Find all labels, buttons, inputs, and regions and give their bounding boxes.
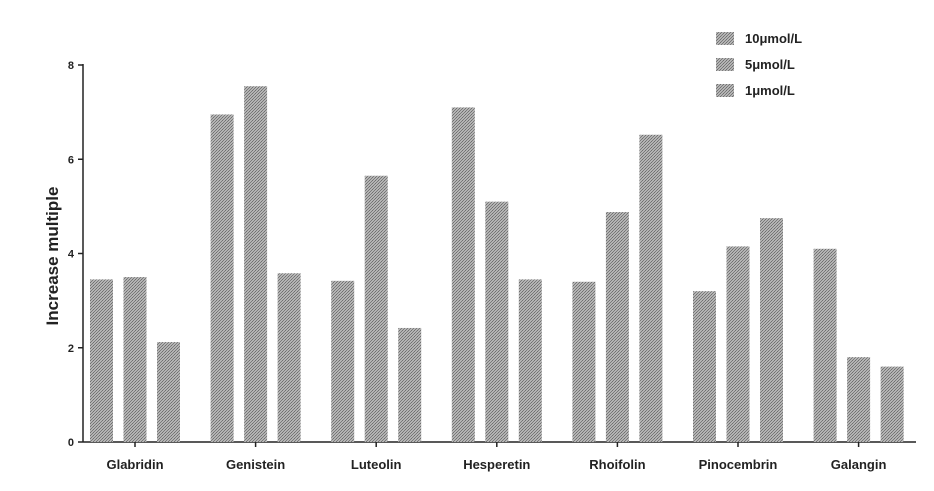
bar-genistein-series-2 [244, 86, 268, 443]
legend: 10μmol/L 5μmol/L 1μmol/L [716, 31, 802, 98]
bar-genistein-series-1 [210, 114, 234, 442]
y-tick-label: 8 [68, 60, 74, 72]
bar-luteolin-series-2 [364, 175, 388, 442]
y-tick-label: 4 [68, 249, 75, 261]
x-tick-label: Hesperetin [463, 457, 530, 472]
bar-glabridin-series-1 [90, 279, 113, 442]
bar-galangin-series-1 [813, 248, 837, 442]
bar-pinocembrin-series-3 [760, 218, 783, 442]
y-tick-label: 6 [68, 154, 74, 166]
bar-galangin-series-3 [880, 366, 904, 442]
x-tick-label: Rhoifolin [589, 457, 645, 472]
y-axis: 0 2 4 6 8 [68, 60, 84, 449]
bar-pinocembrin-series-1 [693, 291, 716, 442]
x-tick-label: Genistein [226, 457, 285, 472]
bar-genistein-series-3 [277, 273, 301, 442]
bar-hesperetin-series-2 [485, 201, 509, 442]
bar-galangin-series-2 [847, 357, 871, 442]
legend-swatch [716, 58, 734, 71]
legend-swatch [716, 84, 734, 97]
bar-luteolin-series-1 [331, 280, 355, 442]
x-axis: Glabridin Genistein Luteolin Hesperetin Rhoi… [83, 441, 916, 472]
bar-hesperetin-series-1 [451, 107, 475, 442]
bar-glabridin-series-2 [123, 277, 147, 442]
legend-swatch [716, 32, 734, 45]
bar-pinocembrin-series-2 [726, 246, 750, 442]
legend-label: 5μmol/L [745, 57, 795, 72]
y-tick-label: 2 [68, 343, 74, 355]
bar-rhoifolin-series-2 [605, 212, 629, 442]
bar-rhoifolin-series-3 [639, 134, 663, 442]
bar-luteolin-series-3 [398, 327, 422, 442]
x-tick-label: Pinocembrin [699, 457, 778, 472]
y-tick-label: 0 [68, 437, 74, 449]
y-axis-title: Increase multiple [43, 187, 62, 326]
x-tick-label: Luteolin [351, 457, 402, 472]
legend-label: 1μmol/L [745, 83, 795, 98]
bar-hesperetin-series-3 [518, 279, 542, 442]
bar-glabridin-series-3 [157, 342, 180, 442]
x-tick-label: Glabridin [106, 457, 163, 472]
bar-rhoifolin-series-1 [572, 281, 596, 442]
bars [90, 86, 904, 443]
x-tick-label: Galangin [831, 457, 887, 472]
legend-label: 10μmol/L [745, 31, 802, 46]
